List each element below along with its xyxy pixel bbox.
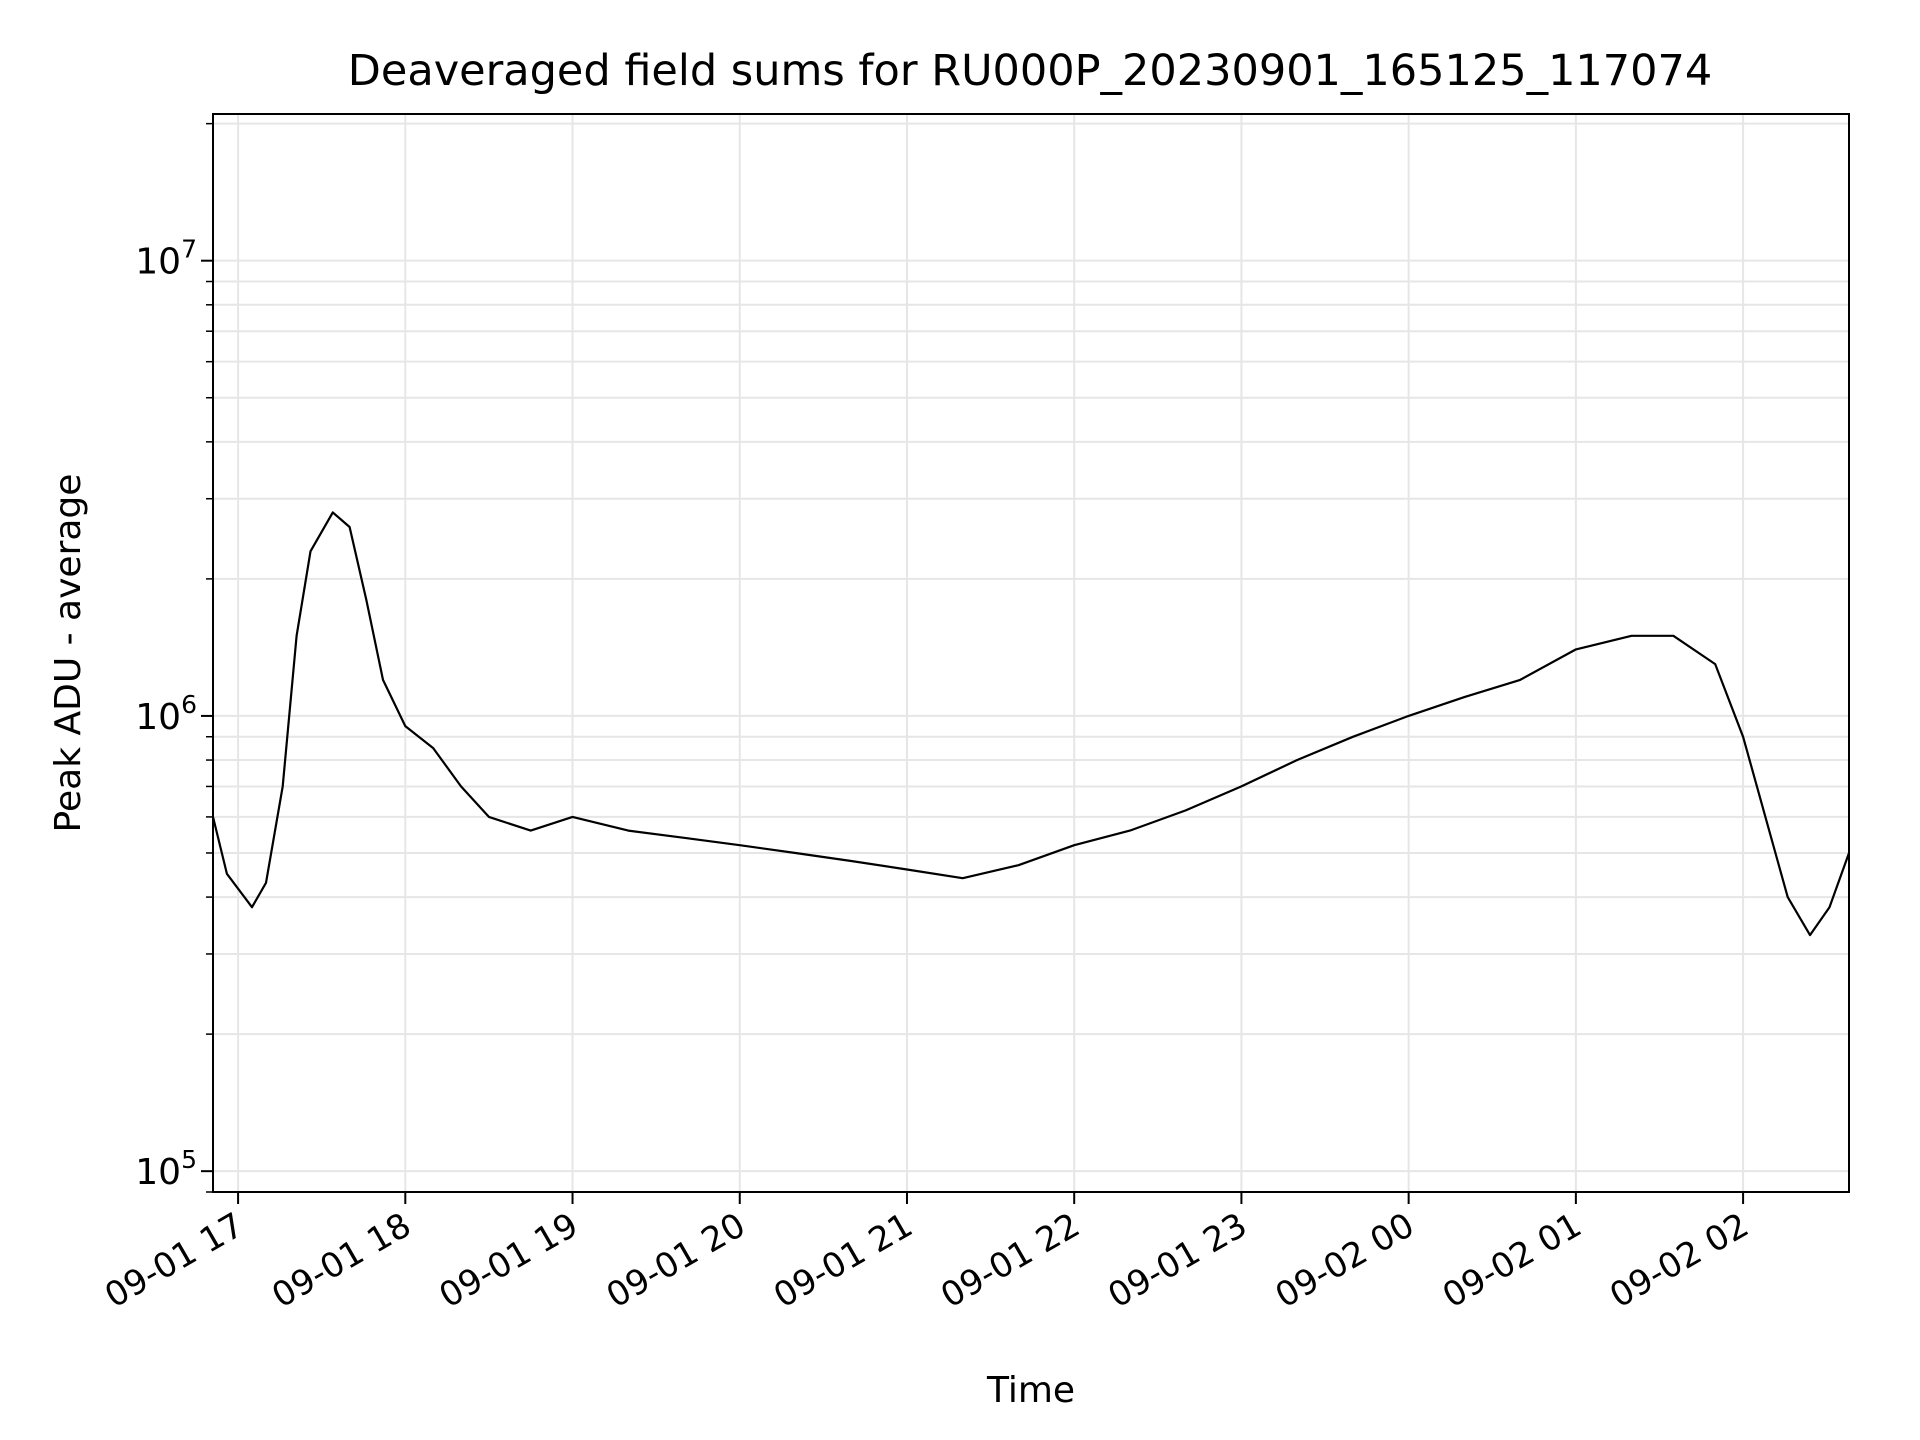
y-tick-base: 10 (135, 242, 181, 283)
y-tick-exponent: 5 (181, 1145, 197, 1174)
plot-area (211, 511, 1851, 937)
plot-frame (212, 113, 1850, 1193)
y-tick-exponent: 7 (181, 235, 197, 264)
y-axis-label: Peak ADU - average (48, 474, 89, 833)
y-tick-exponent: 6 (181, 690, 197, 719)
y-tick-base: 10 (135, 697, 181, 738)
series-line (211, 511, 1851, 937)
chart-title: Deaveraged field sums for RU000P_2023090… (348, 46, 1712, 96)
y-tick-base: 10 (135, 1152, 181, 1193)
x-axis-label: Time (986, 1370, 1075, 1411)
y-tick-label: 105 (135, 1145, 197, 1193)
y-tick-label: 107 (135, 235, 197, 283)
y-tick-label: 106 (135, 690, 197, 738)
